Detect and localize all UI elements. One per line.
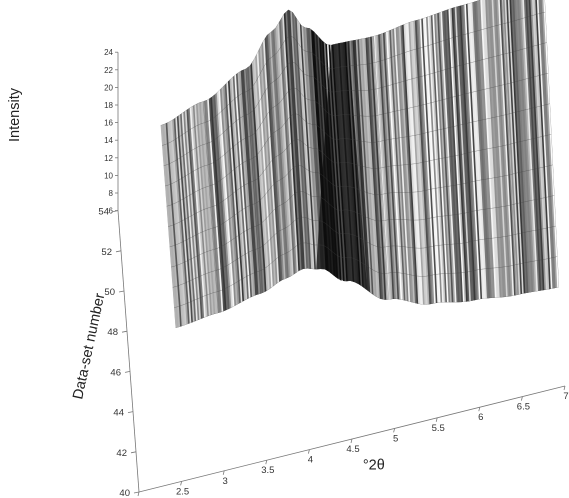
x-tick-label: 5 [393,433,398,444]
y-tick-label: 44 [113,408,124,419]
y-tick [122,331,127,332]
x-tick-label: 2.5 [176,486,189,497]
y-tick-label: 46 [110,367,121,378]
y-tick-label: 42 [116,448,127,459]
y-tick [128,412,133,413]
y-tick [125,371,130,372]
x-tick-label: 4 [308,455,313,466]
z-tick-label: 24 [104,48,113,57]
x-axis-title: °2θ [363,458,385,474]
y-tick-label: 52 [101,247,112,258]
y-tick-label: 54 [98,207,109,218]
z-tick-label: 16 [104,119,113,128]
z-tick-label: 20 [104,83,113,92]
z-tick-label: 14 [104,136,113,145]
x-tick-label: 3 [223,476,228,487]
z-tick-label: 18 [104,101,113,110]
y-tick [131,452,136,453]
x-tick [138,492,139,496]
x-tick-label: 6 [478,412,483,423]
y-tick-label: 40 [119,488,130,498]
y-tick [119,291,124,292]
z-tick-label: 8 [109,189,114,198]
z-tick-label: 6 [109,207,114,216]
y-tick [116,251,121,252]
x-tick-label: 6.5 [517,402,530,413]
z-tick-label: 22 [104,66,113,75]
z-tick-label: 10 [104,171,113,180]
y-axis-title: Data-set number [70,292,108,401]
x-tick-label: 4.5 [346,444,359,455]
y-tick-label: 48 [107,327,118,338]
x-tick-label: 5.5 [432,423,445,434]
x-tick-label: 3.5 [261,465,274,476]
y-tick [134,492,139,493]
z-axis-title: Intensity [7,87,23,142]
x-tick-label: 7 [563,391,568,402]
z-tick-label: 12 [104,154,113,163]
